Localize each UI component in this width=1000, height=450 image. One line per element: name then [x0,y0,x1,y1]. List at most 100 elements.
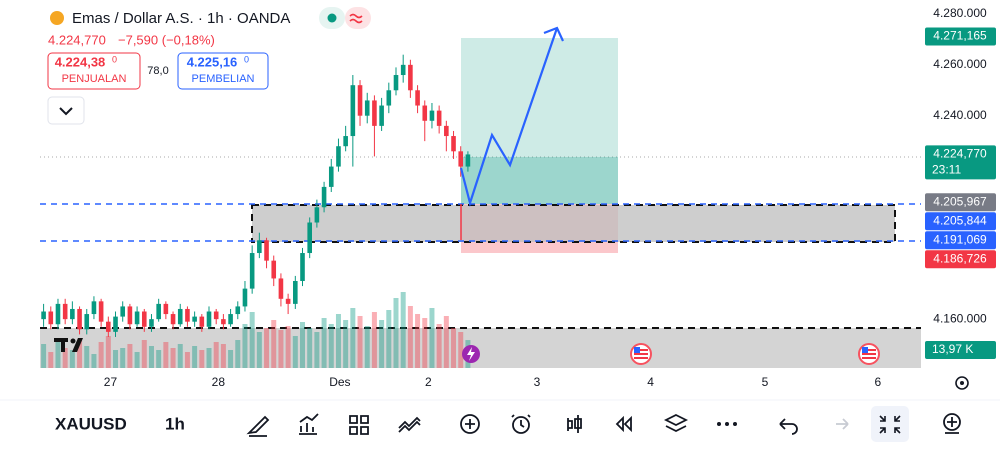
price-change: −7,590 (−0,18%) [118,32,215,47]
candle-body [307,222,312,254]
volume-bar [192,346,198,368]
symbol-button[interactable]: XAUUSD [55,414,127,433]
volume-bar [371,312,377,368]
add-button[interactable] [460,414,480,434]
us-flag-event[interactable] [630,343,652,365]
volume-bar [98,342,104,368]
volume-bar [134,352,140,368]
volume-bar [285,326,291,368]
templates[interactable] [398,416,421,433]
candle-body [106,321,111,332]
redo[interactable] [836,418,849,430]
volume-label: 13,97 K [932,342,973,356]
interval-button[interactable]: 1h [165,414,185,433]
chart-type[interactable] [567,415,582,433]
candle-body [321,186,327,208]
replay[interactable] [615,415,632,433]
settings[interactable] [955,376,969,390]
volume-bar [393,298,399,368]
projection-arrow [459,27,559,207]
candle-body [70,308,75,320]
volume-bar [242,324,248,368]
volume-bar [91,354,97,368]
candle-body [343,136,348,147]
volume-bar [113,350,119,368]
x-tick-label: 28 [212,375,226,389]
indicators[interactable] [299,413,319,435]
candle-body [408,64,413,91]
sell-price: 4.224,38 [55,54,106,69]
candle-body [55,303,61,325]
candle-body [271,260,277,279]
volume-bar [278,330,284,368]
candle-body [444,125,449,137]
candle-body [379,105,384,126]
volume-bar [386,310,392,368]
target-zone [461,38,618,157]
candle-body [221,319,226,325]
candles [41,54,471,337]
price-label-box [925,250,996,269]
candle-body [127,306,133,325]
volume-bar [148,346,154,368]
candle-body [451,136,456,152]
candle-body [199,316,205,327]
drawings-front [54,26,880,365]
volume-bar [55,338,61,368]
collapse-button[interactable] [47,96,85,125]
volume-bar [364,326,370,368]
candle-body [41,311,46,320]
volume-bar [184,352,190,368]
fullscreen-icon [879,415,901,434]
layouts[interactable] [349,415,369,435]
candle-body [213,311,219,320]
draw-tool[interactable] [246,415,270,437]
candle-body [285,298,291,304]
volume-bar [300,322,306,368]
candle-body [141,311,147,327]
candle-body [386,90,392,106]
volume-bar [350,308,356,368]
buy-button[interactable] [177,52,269,90]
price-label: 4.224,770 [933,147,987,161]
volume-bar [41,344,47,368]
volume-bar [156,350,162,368]
x-tick-label: 6 [875,375,882,389]
last-price: 4.224,770 [48,32,106,47]
candle-body [98,301,104,322]
alert-button[interactable] [512,416,530,434]
candle-body [422,105,428,121]
volume-bar [400,292,406,368]
price-label-box [925,145,996,180]
volume-label-box [925,341,996,359]
candle-body [134,311,140,325]
support-zone-low [40,328,921,368]
volume-bar [307,328,313,368]
fullscreen-button[interactable] [871,406,909,442]
candle-body [185,308,190,322]
volume-bar [264,328,270,368]
volume-bar [69,350,75,368]
volume-bar [436,324,442,368]
volume-bar [48,352,54,368]
sell-price-sup: 0 [112,54,117,64]
undo[interactable] [779,418,798,435]
candle-body [429,110,435,121]
price-label: 4.186,726 [933,251,987,265]
volume-bar [206,348,212,368]
volume-bar [163,342,169,368]
sell-label: PENJUALAN [62,73,127,85]
volume-bar [321,318,327,368]
candle-body [163,303,169,315]
x-tick-label: Des [329,375,350,389]
status-dot [327,13,337,23]
object-tree[interactable] [663,413,689,433]
event-icon[interactable] [462,345,480,363]
us-flag-event[interactable] [858,343,880,365]
sell-button[interactable] [47,52,141,90]
symbol-title[interactable]: Emas / Dollar A.S. · 1h · OANDA [72,10,290,27]
price-label-box [925,27,996,46]
watchlist-add[interactable] [943,413,961,434]
volume-bar [235,340,241,368]
candle-body [314,207,320,223]
